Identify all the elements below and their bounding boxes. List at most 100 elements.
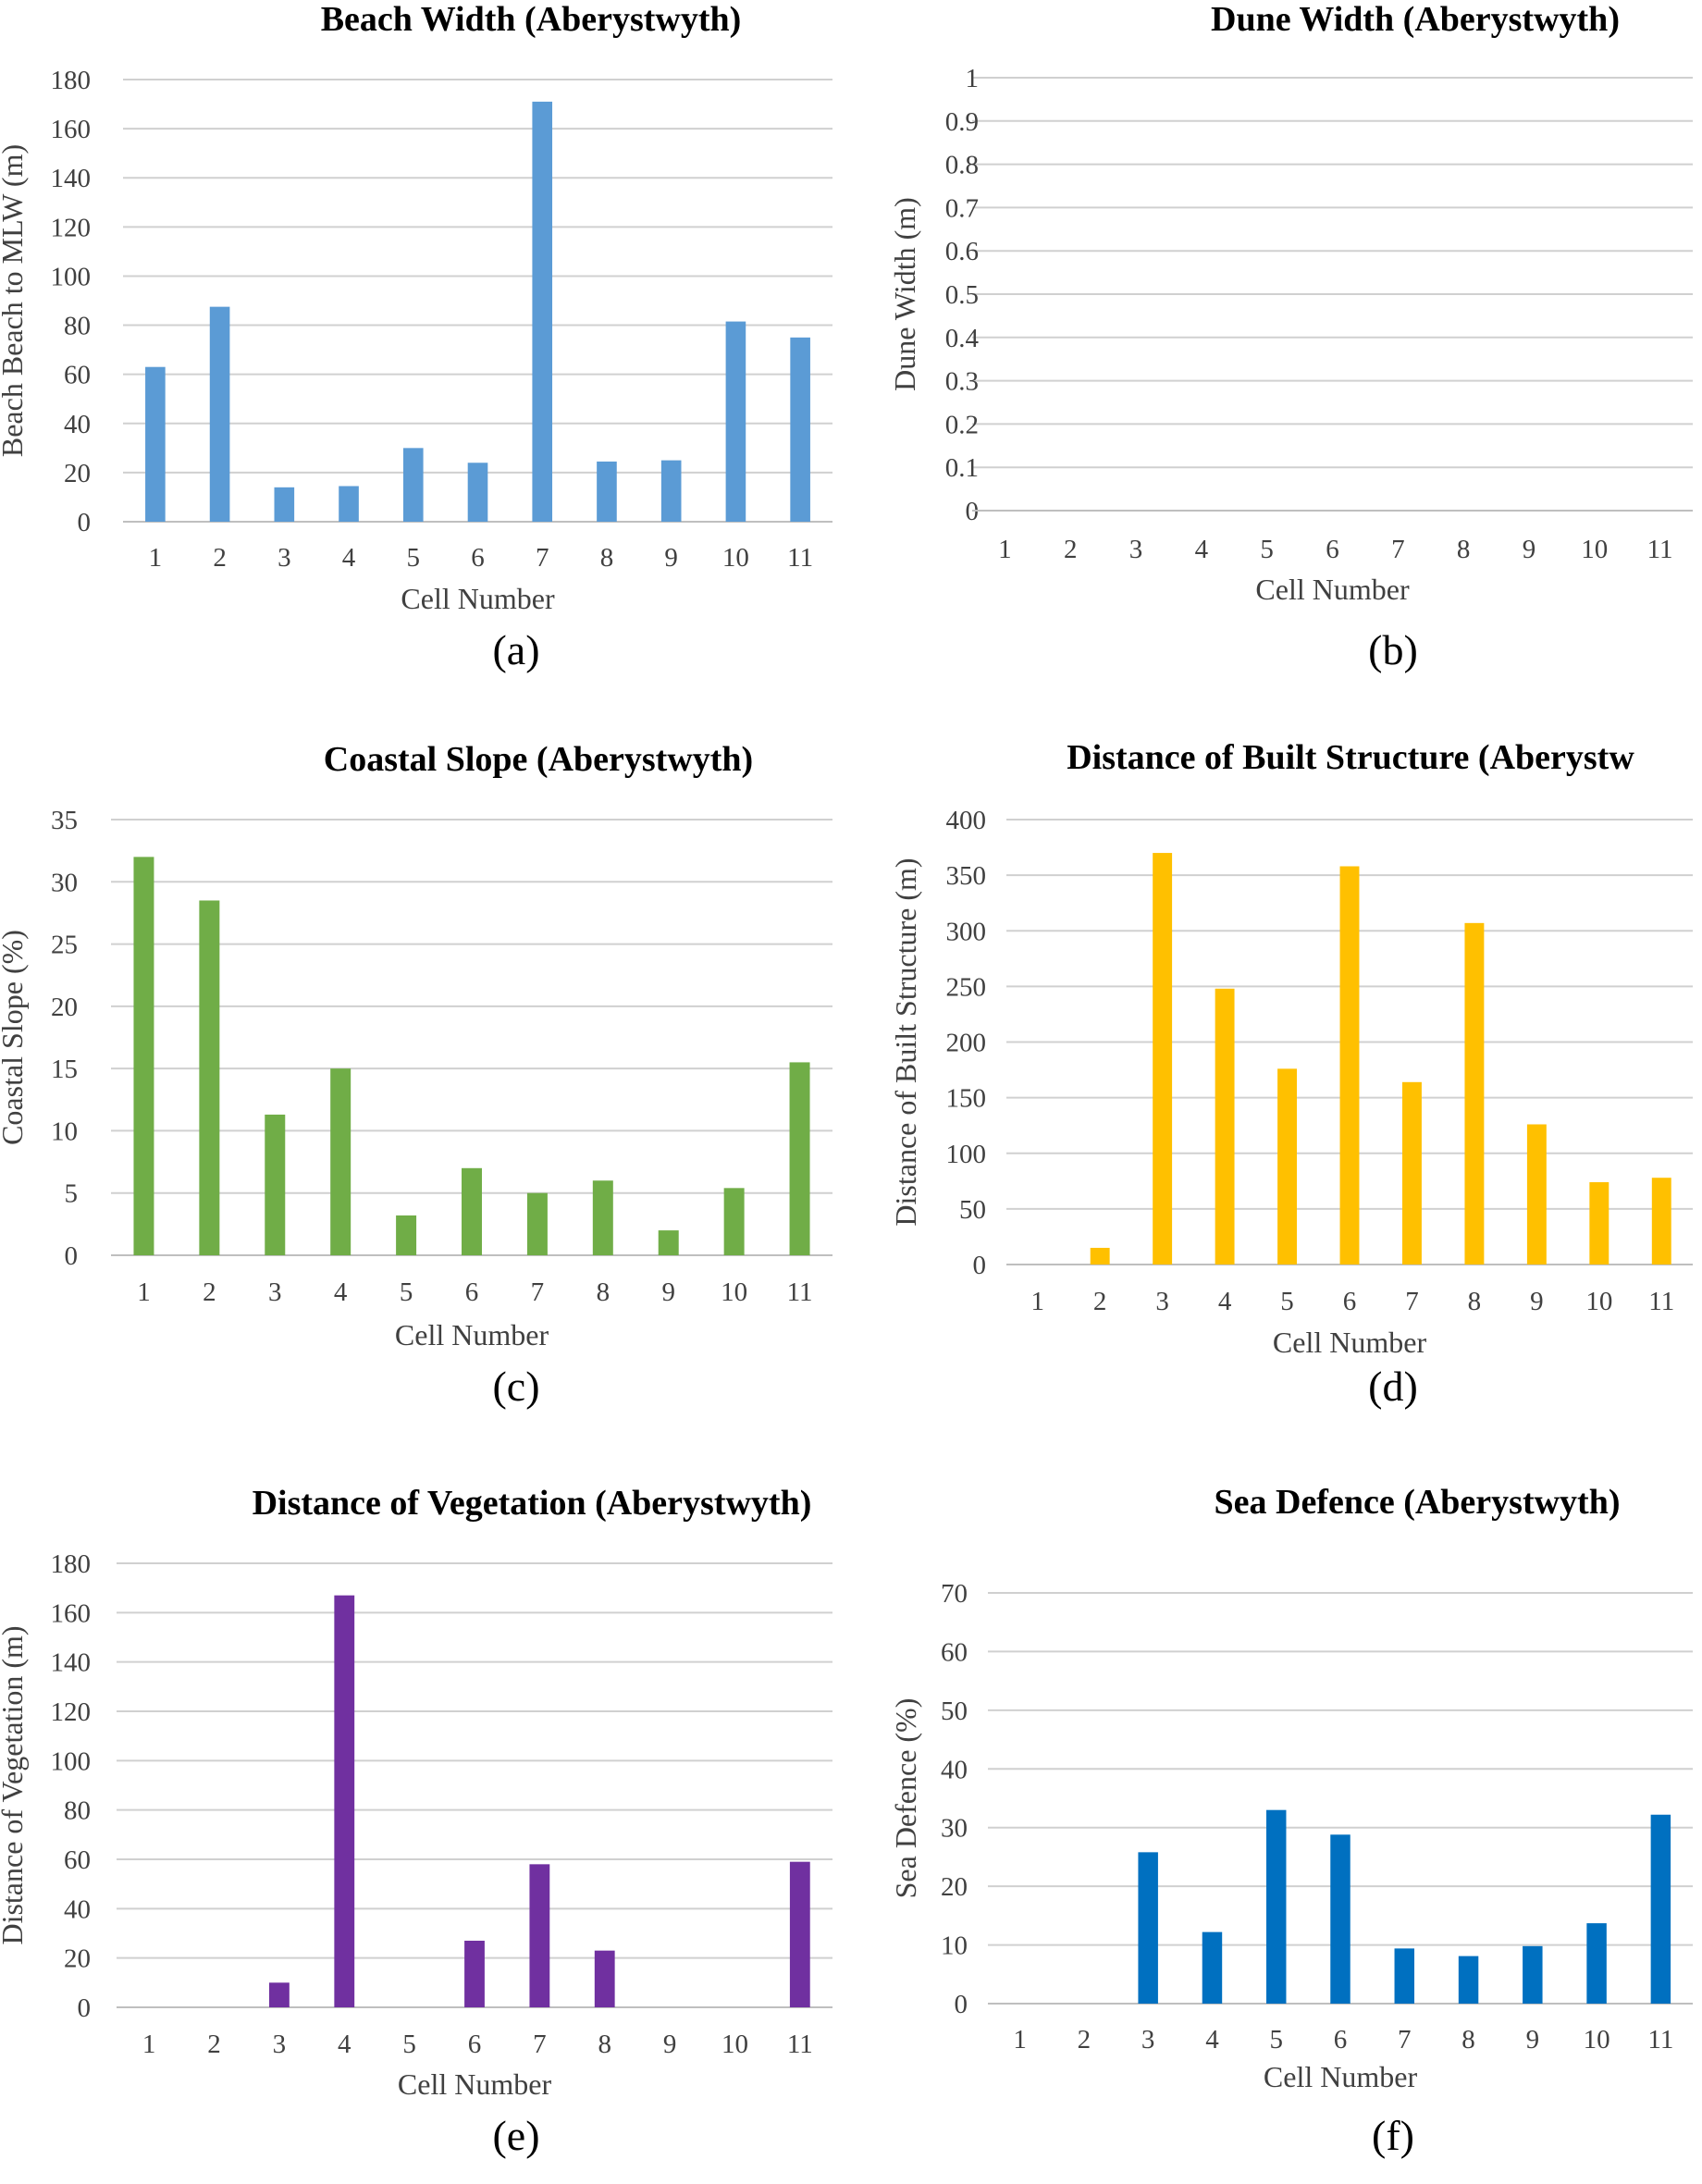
chart-title: Sea Defence (Aberystwyth)	[1215, 1483, 1621, 1522]
x-tick-label: 3	[1141, 2025, 1155, 2054]
x-tick-label: 6	[471, 543, 485, 573]
chart-title: Distance of Built Structure (Aberystw	[1067, 738, 1634, 777]
y-tick-label: 10	[941, 1931, 968, 1961]
bar-cell-8	[1464, 922, 1485, 1265]
y-tick-label: 180	[51, 1549, 92, 1579]
chart-title: Coastal Slope (Aberystwyth)	[324, 740, 753, 779]
chart-panel-e: Distance of Vegetation (Aberystwyth) 0 20 4…	[0, 1484, 832, 2159]
x-tick-label: 4	[1218, 1287, 1232, 1316]
y-tick-label: 160	[51, 115, 92, 144]
y-tick-label: 350	[946, 861, 987, 891]
x-tick-label: 8	[1462, 2025, 1475, 2054]
bar-cell-10	[1586, 1923, 1607, 2004]
x-tick-label: 9	[1526, 2025, 1540, 2054]
y-tick-label: 60	[64, 361, 91, 390]
y-tick-label: 0	[966, 497, 980, 526]
bar-cell-5	[1265, 1809, 1287, 2004]
x-tick-label: 4	[1195, 535, 1209, 564]
bar-cell-7	[526, 1192, 548, 1255]
y-tick-label: 80	[64, 312, 91, 341]
bar-cell-5	[1277, 1068, 1298, 1265]
x-tick-label: 2	[1093, 1287, 1107, 1316]
x-tick-label: 3	[278, 543, 291, 573]
y-tick-label: 0.6	[945, 237, 979, 266]
panel-label: (c)	[492, 1363, 539, 1410]
bar-cell-6	[467, 463, 488, 522]
y-tick-label: 250	[946, 972, 987, 1002]
y-tick-label: 140	[51, 164, 92, 193]
chart-title: Distance of Vegetation (Aberystwyth)	[253, 1484, 812, 1523]
x-axis-title: Cell Number	[1264, 2060, 1418, 2093]
y-tick-label: 15	[51, 1055, 78, 1084]
y-tick-label: 180	[51, 66, 92, 95]
y-tick-label: 40	[941, 1755, 968, 1784]
bar-cell-3	[269, 1982, 290, 2007]
y-tick-label: 30	[941, 1814, 968, 1844]
y-axis-title: Beach Beach to MLW (m)	[0, 144, 29, 457]
x-tick-label: 6	[1343, 1287, 1357, 1316]
y-tick-label: 30	[51, 868, 78, 897]
x-axis-title: Cell Number	[1273, 1326, 1427, 1359]
x-tick-label: 9	[661, 1277, 675, 1307]
bar-cell-7	[532, 101, 553, 523]
y-tick-label: 20	[64, 1944, 91, 1974]
x-tick-label: 2	[207, 2030, 221, 2059]
bar-cell-1	[133, 857, 154, 1255]
y-tick-label: 10	[51, 1117, 78, 1146]
chart-panel-f: Sea Defence (Aberystwyth) 0 10 20 30 40 50 60 70…	[889, 1483, 1693, 2159]
x-tick-label: 5	[1269, 2025, 1283, 2054]
y-tick-label: 0.5	[945, 280, 979, 310]
y-tick-label: 0.7	[945, 193, 979, 223]
x-tick-label: 11	[787, 543, 813, 573]
y-tick-label: 20	[51, 993, 78, 1022]
y-tick-label: 200	[946, 1029, 987, 1058]
bar-cell-10	[1589, 1182, 1610, 1265]
bar-cell-9	[1523, 1945, 1543, 2004]
bar-cell-9	[1526, 1124, 1547, 1265]
chart-panel-d: Distance of Built Structure (Aberystw 0 50…	[889, 738, 1693, 1410]
bar-cell-4	[339, 486, 359, 522]
x-tick-label: 8	[1468, 1287, 1482, 1316]
y-tick-label: 50	[959, 1195, 986, 1225]
x-tick-label: 3	[1155, 1287, 1169, 1316]
x-tick-label: 2	[203, 1277, 216, 1307]
x-tick-label: 11	[1647, 535, 1673, 564]
bar-cell-2	[1090, 1247, 1110, 1265]
y-axis-title: Distance of Built Structure (m)	[889, 858, 922, 1226]
chart-panel-c: Coastal Slope (Aberystwyth)0510152025303…	[0, 740, 832, 1410]
x-tick-label: 10	[722, 2030, 748, 2059]
y-tick-label: 20	[941, 1872, 968, 1902]
bar-cell-8	[594, 1950, 615, 2007]
bar-cell-7	[529, 1864, 550, 2007]
bar-cell-3	[274, 487, 295, 522]
bar-cell-8	[1458, 1956, 1479, 2004]
x-tick-label: 9	[1523, 535, 1536, 564]
y-tick-label: 5	[65, 1179, 79, 1209]
y-tick-label: 70	[941, 1579, 968, 1609]
y-tick-label: 100	[51, 262, 92, 291]
y-tick-label: 20	[64, 459, 91, 488]
bar-cell-6	[462, 1167, 482, 1255]
x-tick-label: 7	[1405, 1287, 1419, 1316]
y-tick-label: 160	[51, 1598, 92, 1628]
x-tick-label: 2	[213, 543, 227, 573]
x-tick-label: 10	[1584, 2025, 1610, 2054]
bar-cell-11	[1650, 1814, 1671, 2004]
y-tick-label: 80	[64, 1796, 91, 1826]
bar-cell-5	[402, 448, 424, 522]
x-tick-label: 7	[1398, 2025, 1412, 2054]
x-tick-label: 10	[722, 543, 749, 573]
x-tick-label: 7	[536, 543, 549, 573]
bar-cell-2	[209, 306, 230, 522]
bar-cell-10	[723, 1188, 745, 1255]
y-tick-label: 1	[966, 64, 980, 93]
y-tick-label: 25	[51, 931, 78, 960]
y-axis-title: Dune Width (m)	[888, 197, 921, 391]
bar-cell-8	[597, 461, 617, 522]
x-tick-label: 6	[1326, 535, 1339, 564]
panel-label: (f)	[1372, 2112, 1414, 2159]
x-tick-label: 3	[1129, 535, 1143, 564]
x-tick-label: 3	[273, 2030, 287, 2059]
x-tick-label: 8	[597, 1277, 610, 1307]
bar-cell-9	[658, 1230, 679, 1255]
